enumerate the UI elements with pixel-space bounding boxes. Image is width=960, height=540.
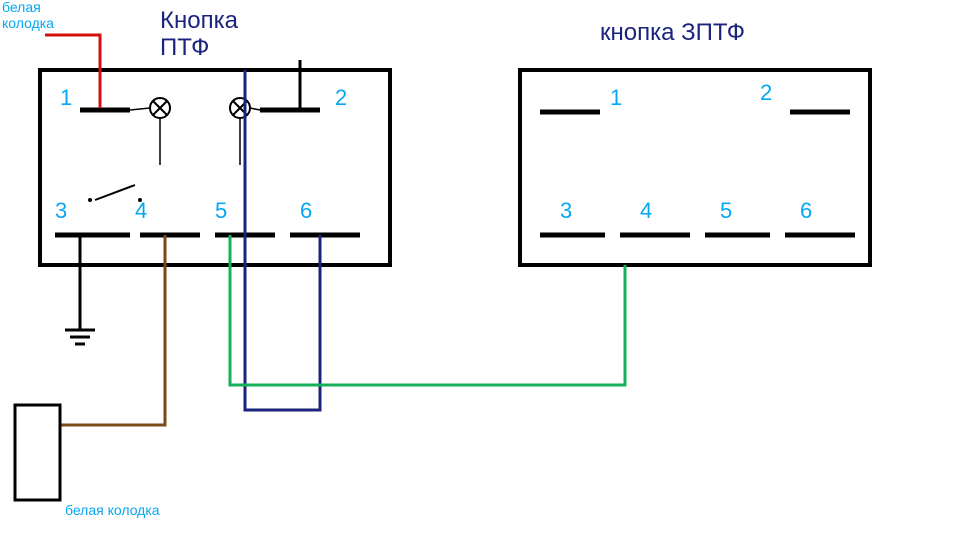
left-contacts [55,110,360,235]
lamp-2 [230,98,250,118]
pin-label-p5: 5 [720,198,732,223]
ground-symbol [65,330,95,344]
pin-label-p6: 6 [800,198,812,223]
pin-label-p6: 6 [300,198,312,223]
pin-label-p3: 3 [560,198,572,223]
connector-rect [15,405,60,500]
bottom-label: белая колодка [65,502,160,518]
pin-label-p2: 2 [760,80,772,105]
wiring-diagram: Кнопка ПТФ кнопка ЗПТФ белая колодка 1 2 3… [0,0,960,540]
top-left-label-line1: белая [2,0,41,15]
left-title-line2: ПТФ [160,34,209,61]
wire-blue [245,70,320,410]
right-title: кнопка ЗПТФ [600,19,745,46]
pin-label-p3: 3 [55,198,67,223]
wire-green [230,235,625,385]
right-pin-labels: 1 2 3 4 5 6 [560,80,812,223]
pin-label-p4: 4 [640,198,652,223]
pin-label-p2: 2 [335,85,347,110]
left-internal-wiring [130,108,260,165]
pin-label-p5: 5 [215,198,227,223]
lamp-1 [150,98,170,118]
pin-label-p1: 1 [610,85,622,110]
left-title-line1: Кнопка [160,7,239,34]
switch-symbol [88,185,142,202]
pin-label-p4: 4 [135,198,147,223]
top-left-label-line2: колодка [2,15,54,31]
pin-label-p1: 1 [60,85,72,110]
